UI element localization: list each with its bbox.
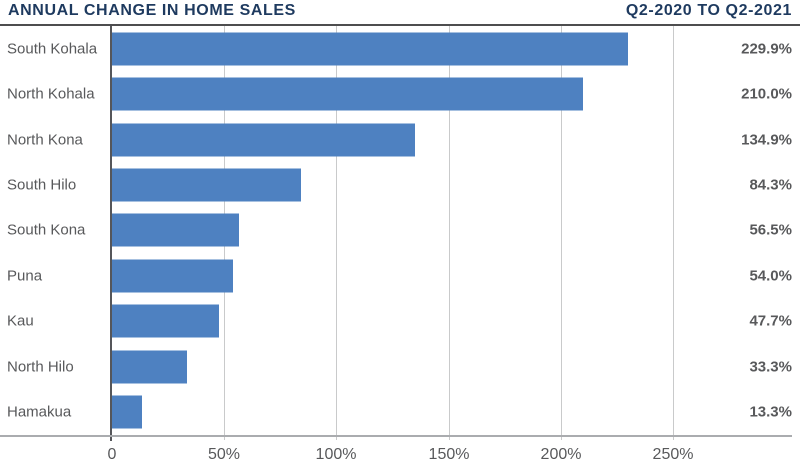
- bar-row: Puna 54.0%: [0, 253, 800, 298]
- value-label: 134.9%: [741, 131, 792, 149]
- category-label: South Kohala: [7, 40, 98, 58]
- x-tick-label: 200%: [540, 446, 582, 463]
- value-label: 47.7%: [749, 312, 792, 330]
- category-label: North Kohala: [7, 85, 95, 103]
- bar-row: Hamakua 13.3%: [0, 390, 800, 435]
- x-axis-line: [0, 435, 792, 437]
- gridline-250: [673, 26, 674, 440]
- x-tick-label: 250%: [652, 446, 694, 463]
- chart-title: ANNUAL CHANGE IN HOME SALES: [8, 2, 296, 19]
- x-tick-label: 50%: [207, 446, 241, 463]
- gridline-100: [336, 26, 337, 440]
- value-label: 54.0%: [749, 267, 792, 285]
- x-tick-label: 100%: [315, 446, 357, 463]
- category-label: Kau: [7, 312, 34, 330]
- bar-row: South Hilo 84.3%: [0, 162, 800, 207]
- category-label: Hamakua: [7, 403, 72, 421]
- bar-row: South Kona 56.5%: [0, 208, 800, 253]
- y-axis-line: [110, 26, 112, 441]
- category-label: Puna: [7, 267, 43, 285]
- bar: [112, 168, 301, 202]
- gridline-150: [449, 26, 450, 440]
- value-label: 210.0%: [741, 85, 792, 103]
- bar: [112, 213, 239, 247]
- bar-row: North Kona 134.9%: [0, 117, 800, 162]
- category-label: North Hilo: [7, 358, 74, 376]
- bar: [112, 77, 583, 111]
- value-label: 56.5%: [749, 221, 792, 239]
- bar: [112, 395, 142, 429]
- chart-period-subtitle: Q2-2020 TO Q2-2021: [625, 2, 792, 19]
- bar: [112, 123, 415, 157]
- category-label: South Hilo: [7, 176, 77, 194]
- category-label: North Kona: [7, 131, 83, 149]
- value-label: 229.9%: [741, 40, 792, 58]
- x-tick-label: 150%: [428, 446, 470, 463]
- bar: [112, 32, 628, 66]
- gridline-200: [561, 26, 562, 440]
- bar-row: Kau 47.7%: [0, 299, 800, 344]
- bar-row: North Kohala 210.0%: [0, 71, 800, 116]
- bar: [112, 350, 187, 384]
- value-label: 84.3%: [749, 176, 792, 194]
- header-divider: [0, 24, 800, 26]
- value-label: 33.3%: [749, 358, 792, 376]
- bar-row: North Hilo 33.3%: [0, 344, 800, 389]
- bar: [112, 259, 233, 293]
- bar-rows: South Kohala 229.9% North Kohala 210.0% …: [0, 26, 800, 435]
- x-tick-label: 0: [107, 446, 117, 463]
- bar: [112, 304, 219, 338]
- bar-row: South Kohala 229.9%: [0, 26, 800, 71]
- category-label: South Kona: [7, 221, 86, 239]
- value-label: 13.3%: [749, 403, 792, 421]
